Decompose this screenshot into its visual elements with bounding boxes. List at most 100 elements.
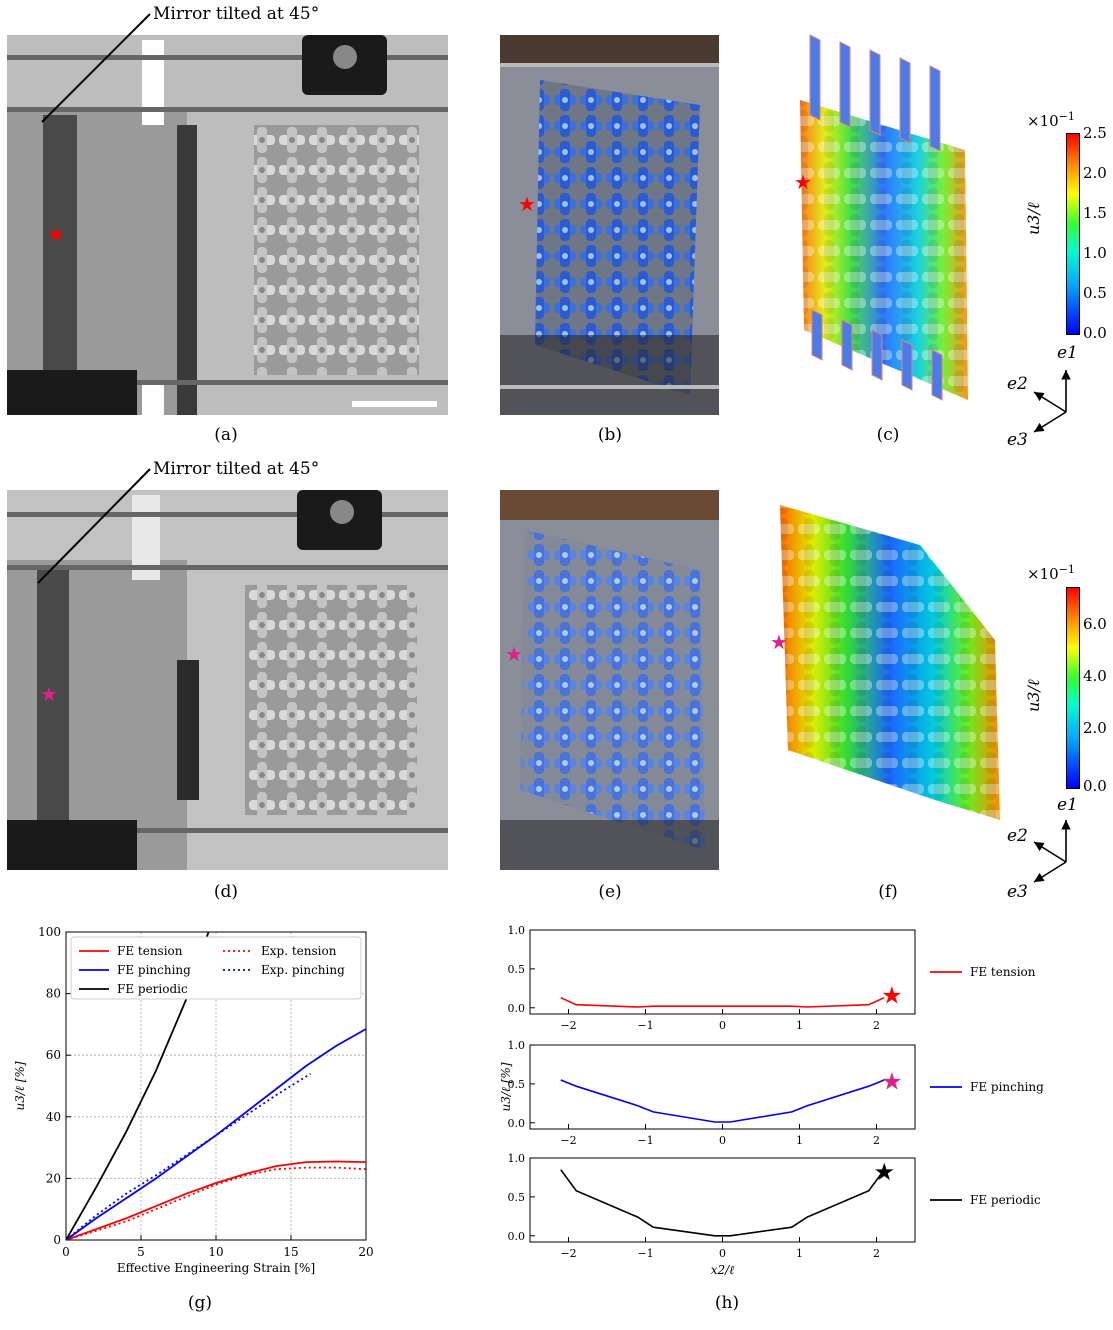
- panel-e-star-marker: ★: [505, 642, 523, 666]
- series-line-fe-pinching: [560, 1079, 885, 1123]
- chart-h-subplot-frame: [529, 929, 916, 1015]
- panel-d-illustration: [7, 490, 448, 870]
- panel-b-label: (b): [597, 425, 623, 445]
- x-tick-label: −1: [637, 1247, 653, 1260]
- panel-b-photo: [500, 35, 719, 415]
- chart-h-subplot-frame: [529, 1157, 916, 1243]
- panel-a-label: (a): [214, 425, 238, 445]
- colorbar-tick: 1.0: [1083, 244, 1107, 262]
- y-tick-label: 40: [46, 1110, 61, 1124]
- x-tick-label: −1: [637, 1134, 653, 1147]
- panel-d-pointer-line: [37, 468, 151, 584]
- triad-f-e2: e2: [1007, 826, 1028, 846]
- series-line-fe-tension: [560, 996, 885, 1008]
- x-tick-label: 0: [719, 1247, 726, 1260]
- panel-f-colorbar-exponent: ×10−1: [1027, 563, 1075, 583]
- x-tick-label: 0: [62, 1245, 70, 1259]
- colorbar-tick: 6.0: [1083, 615, 1107, 633]
- series-line-fe-periodic: [560, 1169, 885, 1237]
- y-tick-label: 1.0: [508, 1152, 526, 1165]
- panel-f-label: (f): [878, 882, 898, 902]
- legend-label: FE tension: [970, 965, 1036, 979]
- star-marker: ★: [881, 1068, 903, 1096]
- legend-label: FE periodic: [117, 982, 188, 996]
- y-tick-label: 80: [46, 987, 61, 1001]
- panel-e-label: (e): [598, 882, 622, 902]
- triad-f-e1: e1: [1057, 795, 1078, 815]
- y-tick-label: 0.0: [508, 1230, 526, 1243]
- legend-label: FE periodic: [970, 1193, 1041, 1207]
- series-line-fe-tension: [66, 1160, 366, 1240]
- panel-a-pointer-line: [41, 13, 151, 123]
- series-line-fe-pinching: [66, 1028, 366, 1240]
- y-tick-label: 0.0: [508, 1117, 526, 1130]
- panel-f-axes-triad: [1033, 820, 1071, 883]
- panel-d-annotation: Mirror tilted at 45°: [153, 459, 320, 479]
- x-tick-label: 15: [283, 1245, 298, 1259]
- panel-a-illustration: [7, 35, 448, 415]
- panel-c-label: (c): [876, 425, 900, 445]
- legend-label: FE tension: [117, 944, 183, 958]
- series-line-exp-pinching: [66, 1072, 311, 1240]
- triad-f-e3: e3: [1007, 882, 1028, 902]
- panel-a-photo: [7, 35, 448, 415]
- panel-f-colorbar: [1066, 587, 1080, 789]
- chart-g-ylabel: u3/ℓ [%]: [13, 1061, 27, 1110]
- y-tick-label: 0: [53, 1233, 61, 1247]
- panel-a-annotation: Mirror tilted at 45°: [153, 4, 320, 24]
- colorbar-tick: 2.0: [1083, 719, 1107, 737]
- x-tick-label: −2: [560, 1134, 576, 1147]
- y-tick-label: 1.0: [508, 924, 526, 937]
- panel-d-label: (d): [213, 882, 239, 902]
- x-tick-label: 0: [719, 1134, 726, 1147]
- panel-c-colorbar: [1066, 133, 1080, 335]
- series-line-exp-tension: [66, 1166, 366, 1240]
- chart-h-subplot-frame: [529, 1044, 916, 1130]
- star-marker: ★: [881, 981, 903, 1009]
- x-tick-label: 1: [796, 1134, 803, 1147]
- colorbar-tick: 0.0: [1083, 777, 1107, 795]
- x-tick-label: 2: [873, 1134, 880, 1147]
- y-tick-label: 100: [38, 925, 61, 939]
- panel-f-colorbar-ylabel: u3/ℓ: [1024, 679, 1043, 712]
- y-tick-label: 1.0: [508, 1039, 526, 1052]
- panel-e-photo: [500, 490, 719, 870]
- panel-g-label: (g): [187, 1293, 213, 1313]
- panel-c-fe-render: [800, 34, 968, 401]
- star-marker: ★: [873, 1158, 895, 1186]
- triad-c-e2: e2: [1007, 374, 1028, 394]
- panel-c-star-marker: ★: [794, 170, 812, 194]
- y-tick-label: 0.5: [508, 1078, 526, 1091]
- x-tick-label: 5: [137, 1245, 145, 1259]
- panel-b-illustration: [500, 35, 719, 415]
- panel-a-star-marker: ★: [47, 222, 65, 246]
- chart-g-legend-box: [70, 936, 362, 1000]
- x-tick-label: 20: [358, 1245, 373, 1259]
- colorbar-tick: 2.5: [1083, 124, 1107, 142]
- chart-h-xlabel: x2/ℓ: [711, 1263, 734, 1275]
- panel-c-axes-triad: [1033, 370, 1071, 433]
- x-tick-label: 10: [208, 1245, 223, 1259]
- colorbar-tick: 2.0: [1083, 164, 1107, 182]
- chart-h-ylabel: u3/ℓ [%]: [500, 1062, 513, 1111]
- x-tick-label: 0: [719, 1019, 726, 1032]
- colorbar-tick: 4.0: [1083, 667, 1107, 685]
- colorbar-tick: 1.5: [1083, 204, 1107, 222]
- legend-label: FE pinching: [117, 963, 191, 977]
- chart-g-xlabel: Effective Engineering Strain [%]: [117, 1261, 315, 1275]
- panel-f-fe-render: [780, 505, 1000, 820]
- panel-h-label: (h): [714, 1293, 740, 1313]
- panel-d-star-marker: ★: [40, 682, 58, 706]
- legend-label: Exp. tension: [261, 944, 337, 958]
- legend-label: FE pinching: [970, 1080, 1044, 1094]
- triad-c-e3: e3: [1007, 430, 1028, 450]
- colorbar-tick: 0.5: [1083, 284, 1107, 302]
- panel-b-star-marker: ★: [518, 192, 536, 216]
- panel-f-star-marker: ★: [770, 630, 788, 654]
- x-tick-label: 2: [873, 1247, 880, 1260]
- legend-label: Exp. pinching: [261, 963, 345, 977]
- panel-d-photo: [7, 490, 448, 870]
- colorbar-tick: 0.0: [1083, 324, 1107, 342]
- x-tick-label: −1: [637, 1019, 653, 1032]
- x-tick-label: 1: [796, 1247, 803, 1260]
